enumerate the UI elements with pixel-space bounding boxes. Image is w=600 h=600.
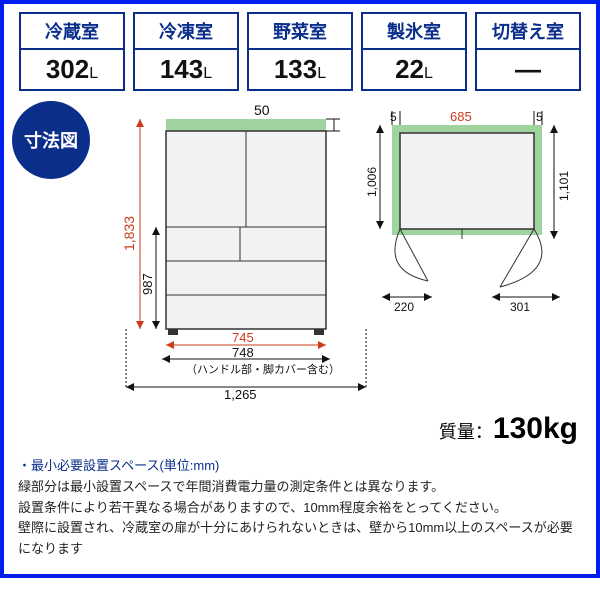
diagram-area: 寸法図 50 — [12, 101, 588, 406]
compartment-label: 製氷室 — [363, 14, 465, 50]
mass-label: 質量： — [439, 422, 493, 442]
svg-text:1,006: 1,006 — [365, 167, 379, 197]
note-bullet: ・最小必要設置スペース(単位:mm) — [18, 456, 582, 477]
compartment-value: 22L — [363, 50, 465, 89]
mass-row: 質量：130kg — [12, 412, 578, 446]
mass-value: 130kg — [493, 412, 578, 445]
compartment-row: 冷蔵室 302L 冷凍室 143L 野菜室 133L 製氷室 22L 切替え室 … — [12, 12, 588, 91]
svg-text:（ハンドル部・脚カバー含む）: （ハンドル部・脚カバー含む） — [186, 362, 340, 376]
svg-text:5: 5 — [390, 110, 397, 124]
compartment-fridge: 冷蔵室 302L — [19, 12, 125, 91]
note-line: 設置条件により若干異なる場合がありますので、10mm程度余裕をとってください。 — [18, 498, 582, 519]
compartment-value: 302L — [21, 50, 123, 89]
dimension-diagram: 50 1,833 987 745 748 — [96, 101, 576, 401]
compartment-label: 冷蔵室 — [21, 14, 123, 50]
notes-block: ・最小必要設置スペース(単位:mm) 緑部分は最小設置スペースで年間消費電力量の… — [12, 456, 588, 566]
compartment-label: 冷凍室 — [135, 14, 237, 50]
svg-text:1,265: 1,265 — [224, 387, 257, 401]
note-line: 緑部分は最小設置スペースで年間消費電力量の測定条件とは異なります。 — [18, 477, 582, 498]
compartment-freezer: 冷凍室 143L — [133, 12, 239, 91]
compartment-label: 切替え室 — [477, 14, 579, 50]
dimension-badge: 寸法図 — [12, 101, 90, 179]
compartment-value: 133L — [249, 50, 351, 89]
svg-text:301: 301 — [510, 300, 530, 314]
note-line: 壁際に設置され、冷蔵室の扉が十分にあけられないときは、壁から10mm以上のスペー… — [18, 518, 582, 560]
svg-text:748: 748 — [232, 345, 254, 360]
svg-text:50: 50 — [254, 102, 270, 118]
compartment-value: 143L — [135, 50, 237, 89]
svg-text:220: 220 — [394, 300, 414, 314]
svg-text:987: 987 — [140, 273, 155, 295]
compartment-ice: 製氷室 22L — [361, 12, 467, 91]
compartment-value: — — [477, 50, 579, 89]
svg-text:685: 685 — [450, 109, 472, 124]
compartment-vegetable: 野菜室 133L — [247, 12, 353, 91]
svg-text:1,101: 1,101 — [557, 171, 571, 201]
compartment-switch: 切替え室 — — [475, 12, 581, 91]
svg-text:1,833: 1,833 — [121, 216, 137, 251]
spec-card: 冷蔵室 302L 冷凍室 143L 野菜室 133L 製氷室 22L 切替え室 … — [0, 0, 600, 578]
svg-text:745: 745 — [232, 330, 254, 345]
compartment-label: 野菜室 — [249, 14, 351, 50]
diagram-svg-container: 50 1,833 987 745 748 — [96, 101, 588, 406]
